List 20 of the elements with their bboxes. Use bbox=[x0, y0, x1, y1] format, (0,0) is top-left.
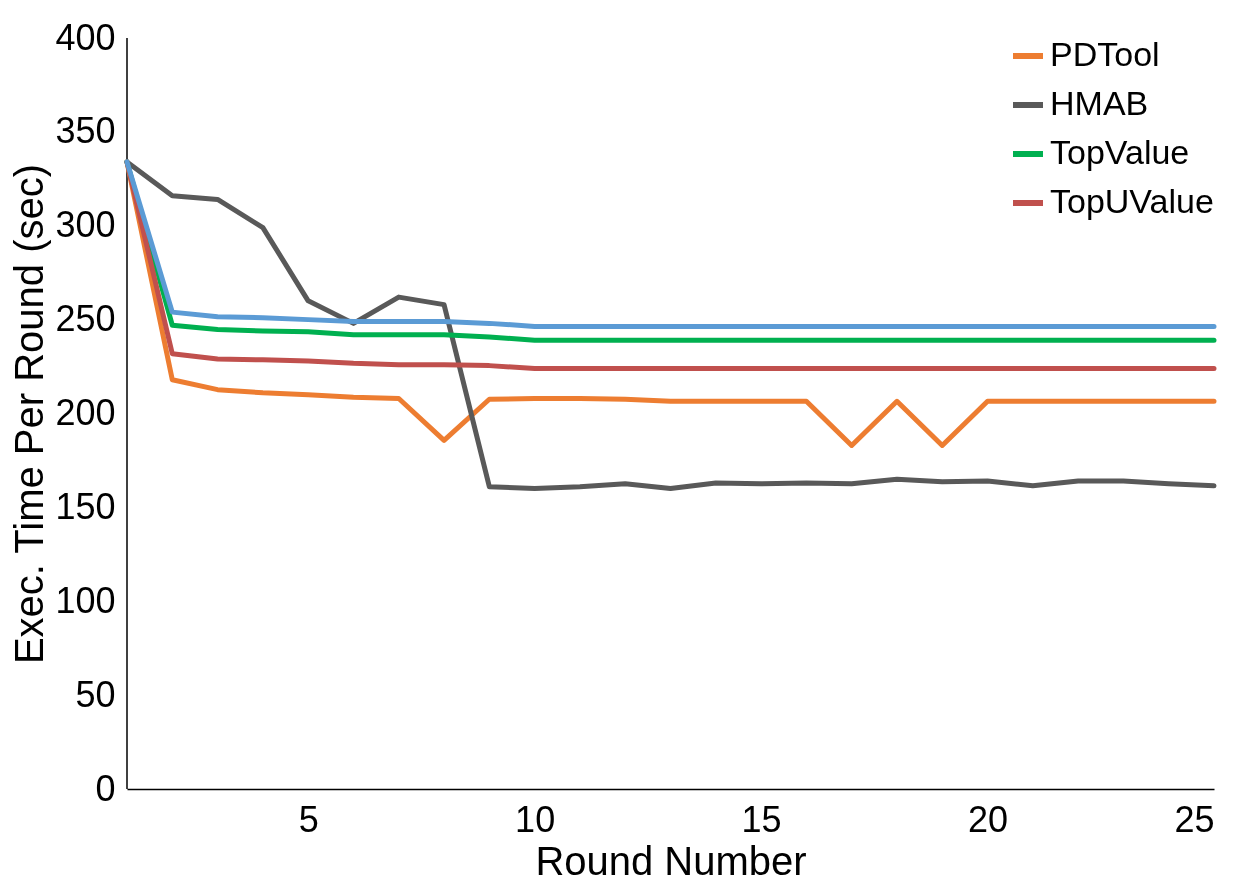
y-axis-title: Exec. Time Per Round (sec) bbox=[7, 163, 52, 665]
x-tick-label: 20 bbox=[968, 798, 1009, 840]
legend-label: TopValue bbox=[1050, 133, 1190, 171]
y-tick-label: 350 bbox=[55, 110, 116, 152]
x-tick-label: 25 bbox=[1174, 798, 1215, 840]
x-tick-label: 5 bbox=[298, 798, 319, 840]
y-tick-label: 50 bbox=[75, 673, 116, 715]
legend-label: TopUValue bbox=[1050, 182, 1214, 220]
legend-label: HMAB bbox=[1050, 84, 1149, 122]
y-tick-label: 100 bbox=[55, 579, 116, 621]
y-tick-label: 400 bbox=[55, 16, 116, 58]
y-tick-label: 0 bbox=[95, 767, 116, 809]
x-tick-label: 15 bbox=[741, 798, 782, 840]
y-tick-label: 200 bbox=[55, 392, 116, 433]
y-tick-label: 300 bbox=[55, 204, 116, 246]
legend-label: PDTool bbox=[1050, 35, 1160, 73]
y-tick-label: 150 bbox=[55, 485, 116, 527]
x-tick-label: 10 bbox=[515, 798, 556, 840]
x-axis-title: Round Number bbox=[535, 838, 807, 883]
y-tick-label: 250 bbox=[55, 298, 116, 340]
